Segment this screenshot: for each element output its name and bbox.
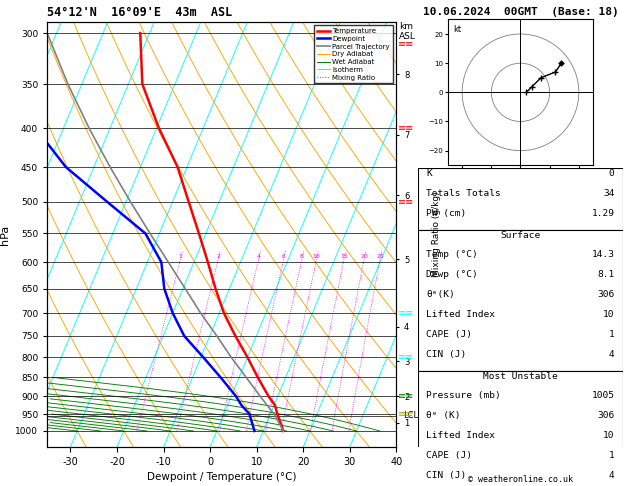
- Text: 4: 4: [609, 350, 615, 359]
- Text: 1005: 1005: [591, 391, 615, 400]
- Text: km
ASL: km ASL: [399, 22, 416, 41]
- Text: 1: 1: [609, 330, 615, 339]
- Text: 10.06.2024  00GMT  (Base: 18): 10.06.2024 00GMT (Base: 18): [423, 7, 618, 17]
- X-axis label: Dewpoint / Temperature (°C): Dewpoint / Temperature (°C): [147, 472, 296, 483]
- Text: ≡≡: ≡≡: [398, 39, 415, 49]
- Text: LCL: LCL: [403, 411, 418, 420]
- Text: PW (cm): PW (cm): [426, 209, 467, 218]
- FancyBboxPatch shape: [418, 371, 623, 486]
- Text: 15: 15: [340, 254, 348, 260]
- Text: Lifted Index: Lifted Index: [426, 310, 496, 319]
- Text: Most Unstable: Most Unstable: [483, 372, 558, 381]
- Text: 10: 10: [603, 310, 615, 319]
- Text: Dewp (°C): Dewp (°C): [426, 270, 478, 278]
- Text: kt: kt: [454, 25, 462, 35]
- Text: CAPE (J): CAPE (J): [426, 451, 472, 460]
- Text: ≡≡: ≡≡: [398, 391, 415, 401]
- Text: ≡≡: ≡≡: [398, 409, 415, 419]
- Text: 8.1: 8.1: [598, 270, 615, 278]
- Text: CAPE (J): CAPE (J): [426, 330, 472, 339]
- Text: θᵉ(K): θᵉ(K): [426, 290, 455, 299]
- Text: 20: 20: [360, 254, 368, 260]
- Text: 10: 10: [603, 431, 615, 440]
- Text: 1: 1: [609, 451, 615, 460]
- Text: ≡≡: ≡≡: [398, 352, 415, 362]
- Text: 8: 8: [300, 254, 304, 260]
- Legend: Temperature, Dewpoint, Parcel Trajectory, Dry Adiabat, Wet Adiabat, Isotherm, Mi: Temperature, Dewpoint, Parcel Trajectory…: [314, 25, 392, 83]
- Text: 54°12'N  16°09'E  43m  ASL: 54°12'N 16°09'E 43m ASL: [47, 6, 233, 19]
- Text: 306: 306: [598, 290, 615, 299]
- Text: CIN (J): CIN (J): [426, 471, 467, 481]
- Text: CIN (J): CIN (J): [426, 350, 467, 359]
- Text: 14.3: 14.3: [591, 249, 615, 259]
- Text: 1.29: 1.29: [591, 209, 615, 218]
- Text: © weatheronline.co.uk: © weatheronline.co.uk: [468, 474, 573, 484]
- Text: 306: 306: [598, 411, 615, 420]
- Text: 25: 25: [376, 254, 384, 260]
- Text: ≡≡: ≡≡: [398, 123, 415, 133]
- Text: 10: 10: [313, 254, 320, 260]
- Text: 6: 6: [282, 254, 286, 260]
- FancyBboxPatch shape: [418, 230, 623, 371]
- Y-axis label: hPa: hPa: [0, 225, 9, 244]
- Text: 4: 4: [257, 254, 260, 260]
- FancyBboxPatch shape: [418, 168, 623, 230]
- Text: Lifted Index: Lifted Index: [426, 431, 496, 440]
- Text: 34: 34: [603, 189, 615, 198]
- Text: Mixing Ratio (g/kg): Mixing Ratio (g/kg): [432, 191, 441, 278]
- Text: ≡≡: ≡≡: [398, 308, 415, 318]
- Text: Totals Totals: Totals Totals: [426, 189, 501, 198]
- Text: 4: 4: [609, 471, 615, 481]
- Text: K: K: [426, 169, 432, 177]
- Text: Temp (°C): Temp (°C): [426, 249, 478, 259]
- Text: 2: 2: [216, 254, 220, 260]
- Text: Surface: Surface: [501, 230, 540, 240]
- Text: ≡≡: ≡≡: [398, 197, 415, 207]
- Text: Pressure (mb): Pressure (mb): [426, 391, 501, 400]
- Text: 0: 0: [609, 169, 615, 177]
- Text: 1: 1: [179, 254, 182, 260]
- Text: θᵉ (K): θᵉ (K): [426, 411, 461, 420]
